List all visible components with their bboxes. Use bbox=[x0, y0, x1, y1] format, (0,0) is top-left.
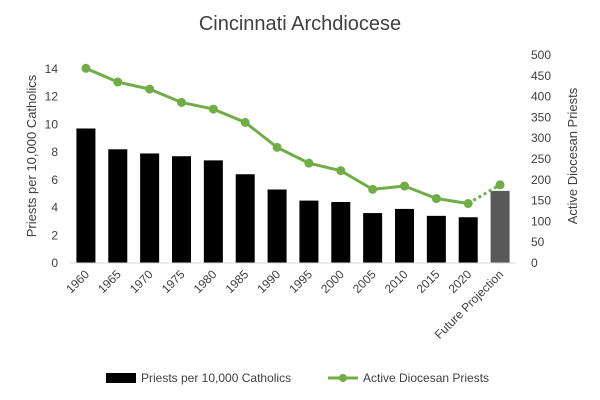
legend-label-bars: Priests per 10,000 Catholics bbox=[141, 371, 291, 385]
chart-title: Cincinnati Archdiocese bbox=[199, 13, 401, 35]
left-tick-label: 2 bbox=[51, 228, 58, 242]
legend-swatch-bars bbox=[106, 373, 136, 383]
right-tick-label: 250 bbox=[531, 152, 551, 166]
right-axis-title: Active Diocesan Priests bbox=[565, 87, 580, 224]
x-axis-ticks: 1960 1965 1970 1975 1980 1985 1990 1995 2000 2005… bbox=[63, 267, 506, 342]
left-axis-title: Priests per 10,000 Catholics bbox=[24, 74, 39, 237]
bar bbox=[235, 174, 255, 263]
line-point bbox=[495, 180, 505, 190]
legend-swatch-marker bbox=[339, 374, 347, 382]
left-tick-label: 10 bbox=[45, 117, 59, 131]
left-tick-label: 4 bbox=[51, 201, 58, 215]
left-tick-label: 0 bbox=[51, 256, 58, 270]
line-point bbox=[81, 63, 91, 73]
x-tick-label: 1980 bbox=[191, 267, 220, 296]
x-tick-label: 1985 bbox=[223, 267, 252, 296]
bar bbox=[76, 128, 96, 263]
left-tick-label: 6 bbox=[51, 173, 58, 187]
x-tick-label: 1995 bbox=[286, 267, 315, 296]
bar bbox=[172, 156, 191, 263]
x-tick-label: 2005 bbox=[350, 267, 379, 296]
line-series bbox=[81, 63, 505, 209]
legend: Priests per 10,000 Catholics Active Dioc… bbox=[106, 371, 489, 385]
bar bbox=[140, 153, 160, 263]
x-tick-label: 1970 bbox=[127, 267, 156, 296]
line-point bbox=[177, 97, 186, 107]
x-tick-label: 1975 bbox=[159, 267, 188, 296]
right-tick-label: 400 bbox=[531, 90, 551, 104]
x-tick-label: 2020 bbox=[446, 267, 475, 296]
bar bbox=[267, 189, 287, 263]
left-tick-label: 8 bbox=[51, 145, 58, 159]
right-tick-label: 100 bbox=[531, 214, 551, 228]
bar bbox=[299, 200, 319, 263]
line-point bbox=[272, 142, 282, 152]
right-tick-label: 50 bbox=[531, 235, 545, 249]
bar bbox=[426, 215, 446, 263]
right-tick-label: 0 bbox=[531, 256, 538, 270]
line-point bbox=[336, 166, 346, 176]
series-line-projection bbox=[467, 183, 501, 205]
right-tick-label: 500 bbox=[531, 48, 551, 62]
line-point bbox=[463, 199, 473, 209]
x-tick-label: 1960 bbox=[63, 267, 92, 296]
x-tick-label: 1990 bbox=[254, 267, 283, 296]
line-point bbox=[240, 117, 250, 127]
right-tick-label: 300 bbox=[531, 131, 551, 145]
left-tick-label: 14 bbox=[45, 62, 59, 76]
bar bbox=[108, 149, 128, 263]
right-tick-label: 450 bbox=[531, 69, 551, 83]
bar bbox=[331, 201, 351, 263]
line-point bbox=[208, 104, 218, 114]
line-point bbox=[431, 194, 441, 204]
right-axis-ticks: 0 50 100 150 200 250 300 350 400 450 500 bbox=[531, 48, 551, 270]
right-tick-label: 350 bbox=[531, 110, 551, 124]
bar-series bbox=[76, 128, 510, 263]
right-tick-label: 200 bbox=[531, 173, 551, 187]
bar-projection bbox=[490, 190, 510, 263]
bar bbox=[458, 217, 478, 263]
x-tick-label: 2000 bbox=[318, 267, 347, 296]
line-point bbox=[400, 181, 409, 191]
bar bbox=[363, 213, 383, 263]
line-point bbox=[145, 84, 155, 94]
legend-label-line: Active Diocesan Priests bbox=[363, 371, 489, 385]
line-point bbox=[304, 158, 314, 168]
bar bbox=[395, 208, 414, 263]
bar bbox=[203, 160, 223, 263]
x-tick-label: 2010 bbox=[382, 267, 411, 296]
left-tick-label: 12 bbox=[45, 90, 59, 104]
x-tick-label: 1965 bbox=[95, 267, 124, 296]
left-axis-ticks: 0 2 4 6 8 10 12 14 bbox=[45, 62, 59, 270]
line-point bbox=[113, 77, 123, 87]
right-tick-label: 150 bbox=[531, 194, 551, 208]
line-point bbox=[368, 184, 378, 194]
x-tick-label: 2015 bbox=[414, 267, 443, 296]
